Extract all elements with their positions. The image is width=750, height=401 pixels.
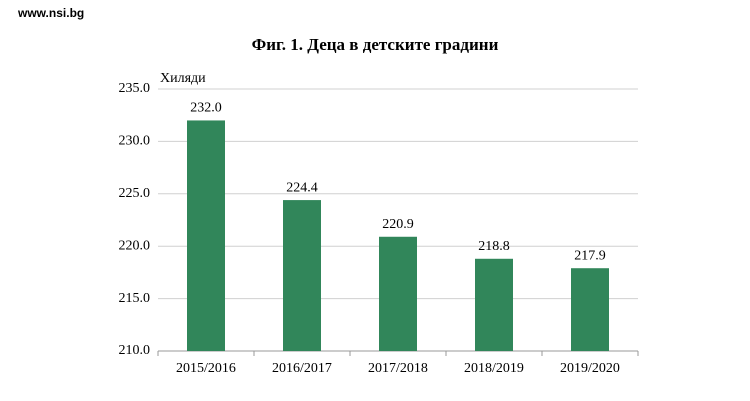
bar xyxy=(571,268,609,351)
x-tick-label: 2017/2018 xyxy=(368,361,428,376)
bar xyxy=(475,258,513,351)
value-label: 218.8 xyxy=(478,239,510,254)
y-tick-label: 230.0 xyxy=(119,134,151,149)
y-tick-label: 225.0 xyxy=(119,186,151,201)
y-tick-label: 215.0 xyxy=(119,291,151,306)
bar xyxy=(379,236,417,351)
y-tick-label: 210.0 xyxy=(119,343,151,358)
chart-title: Фиг. 1. Деца в детските градини xyxy=(252,35,499,54)
y-tick-label: 220.0 xyxy=(119,238,151,253)
x-tick-label: 2019/2020 xyxy=(560,361,620,376)
bar xyxy=(187,120,225,351)
value-label: 224.4 xyxy=(286,180,318,195)
value-label: 232.0 xyxy=(190,101,222,116)
value-label: 220.9 xyxy=(382,217,414,232)
x-tick-label: 2018/2019 xyxy=(464,361,524,376)
x-tick-label: 2016/2017 xyxy=(272,361,332,376)
y-axis-label: Хиляди xyxy=(160,71,206,86)
value-label: 217.9 xyxy=(574,248,606,263)
source: www.nsi.bg xyxy=(17,6,84,20)
y-tick-label: 235.0 xyxy=(119,81,151,96)
bar xyxy=(283,200,321,351)
x-tick-label: 2015/2016 xyxy=(176,361,236,376)
